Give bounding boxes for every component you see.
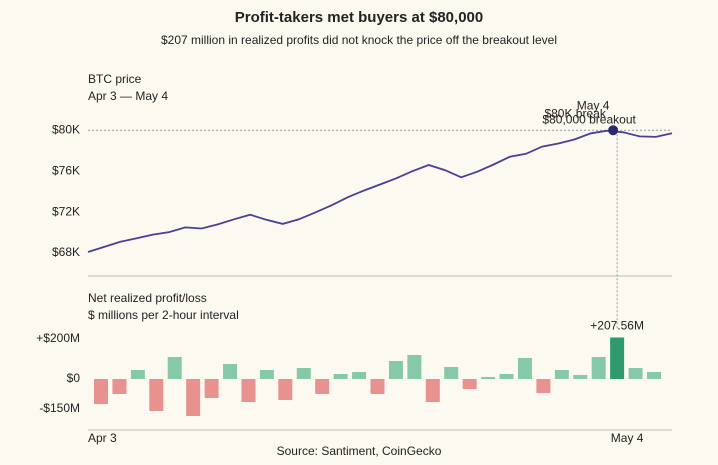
y-tick-label: $68K	[52, 245, 80, 259]
marker-dot	[608, 125, 619, 136]
bar	[333, 374, 348, 379]
bar	[223, 364, 238, 379]
y-tick-label: -$150M	[39, 401, 80, 415]
bar	[241, 379, 256, 402]
annotation: May 4	[577, 98, 610, 112]
y-tick-label: $72K	[52, 204, 80, 218]
annotation: $80,000 breakout	[542, 112, 636, 126]
bar	[259, 370, 274, 379]
bar	[204, 379, 219, 398]
bar	[647, 372, 661, 379]
bar	[278, 379, 293, 400]
page-subtitle: $207 million in realized profits did not…	[161, 33, 557, 47]
bar	[407, 355, 422, 379]
panel-subtitle: $ millions per 2-hour interval	[88, 308, 239, 322]
panel-title: BTC price	[88, 72, 142, 86]
bar	[186, 379, 201, 416]
bar	[610, 337, 625, 379]
bar	[499, 374, 514, 379]
source: Source: Santiment, CoinGecko	[277, 444, 442, 458]
bar	[536, 379, 551, 393]
x-tick-label: Apr 3	[88, 431, 117, 445]
bar	[628, 368, 643, 379]
y-tick-label: $0	[67, 371, 81, 385]
bar	[352, 372, 367, 379]
bar	[112, 379, 127, 394]
bar	[167, 357, 182, 379]
bar	[130, 370, 145, 379]
bar	[554, 370, 569, 379]
price-line	[87, 129, 673, 253]
x-tick-label: May 4	[611, 431, 644, 445]
page-title: Profit-takers met buyers at $80,000	[235, 9, 483, 26]
y-tick-label: +$200M	[36, 331, 80, 345]
bar	[315, 379, 330, 394]
annotation: $80K break	[544, 106, 606, 120]
bar	[517, 358, 532, 379]
bar	[444, 367, 459, 379]
bar	[573, 375, 588, 379]
bar	[388, 361, 403, 379]
bar	[425, 379, 440, 402]
bar	[370, 379, 385, 394]
bar	[481, 377, 496, 379]
bar	[94, 379, 108, 404]
bar	[296, 368, 311, 379]
value-label: +207.56M	[590, 319, 644, 333]
bar	[149, 379, 164, 411]
bar	[591, 357, 606, 379]
y-tick-label: $76K	[52, 163, 80, 177]
bar	[462, 379, 477, 389]
panel-title: Net realized profit/loss	[88, 291, 207, 305]
y-tick-label: $80K	[52, 122, 80, 136]
panel-subtitle: Apr 3 — May 4	[88, 89, 168, 103]
